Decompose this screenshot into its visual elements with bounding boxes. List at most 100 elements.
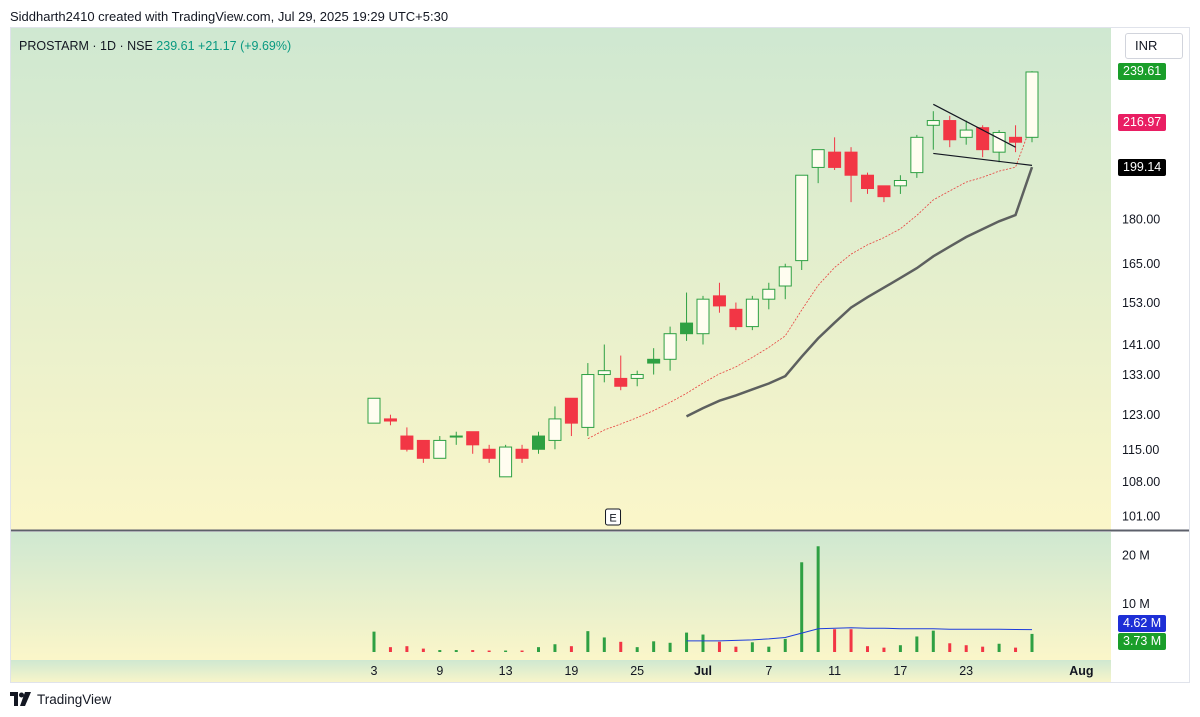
volume-bar bbox=[866, 646, 869, 652]
candle-body[interactable] bbox=[548, 418, 562, 441]
price-axis-badge: 216.97 bbox=[1118, 114, 1167, 132]
candle-body[interactable] bbox=[564, 397, 578, 424]
candle-body[interactable] bbox=[433, 439, 447, 459]
volume-bar bbox=[454, 650, 458, 652]
volume-bar bbox=[388, 647, 392, 652]
fast-moving-average-line bbox=[587, 122, 1033, 440]
symbol-title[interactable]: PROSTARM · 1D · NSE bbox=[19, 39, 153, 53]
volume-bar bbox=[717, 641, 721, 652]
volume-bar bbox=[701, 634, 705, 652]
time-tick-label: Jul bbox=[694, 664, 712, 678]
price-tick-label: 101.00 bbox=[1122, 510, 1160, 524]
candle-body[interactable] bbox=[926, 120, 940, 126]
candle-body[interactable] bbox=[828, 151, 842, 168]
price-axis-badge: 4.62 M bbox=[1118, 615, 1167, 633]
volume-bar bbox=[833, 629, 837, 652]
candle-body[interactable] bbox=[745, 298, 759, 328]
candle-body[interactable] bbox=[1009, 136, 1023, 143]
pattern-trendline[interactable] bbox=[933, 152, 1033, 166]
candle-body[interactable] bbox=[762, 288, 776, 300]
volume-ma-line bbox=[686, 627, 1033, 642]
volume-bar bbox=[898, 645, 902, 652]
candle-body[interactable] bbox=[367, 397, 381, 424]
volume-bar bbox=[553, 644, 557, 652]
time-tick-label: Aug bbox=[1069, 664, 1093, 678]
time-tick-label: 23 bbox=[959, 664, 973, 678]
tradingview-logo-icon bbox=[10, 692, 31, 706]
candle-body[interactable] bbox=[778, 266, 792, 287]
candle-body[interactable] bbox=[795, 174, 809, 262]
volume-bar bbox=[800, 562, 804, 652]
volume-bar bbox=[767, 646, 771, 652]
volume-bar bbox=[849, 629, 853, 652]
price-tick-label: 141.00 bbox=[1122, 338, 1160, 352]
candle-body[interactable] bbox=[532, 435, 545, 450]
chart-container[interactable]: 101.00 108.00 115.00 123.00 133.00 141.00 153.… bbox=[10, 27, 1190, 683]
volume-bar bbox=[668, 642, 672, 652]
candle-body[interactable] bbox=[959, 129, 973, 138]
time-tick-label: 25 bbox=[630, 664, 644, 678]
candle-body[interactable] bbox=[499, 446, 513, 478]
candle-body[interactable] bbox=[416, 439, 430, 459]
volume-bar bbox=[964, 645, 968, 652]
candle-body[interactable] bbox=[482, 448, 496, 459]
price-volume-chart[interactable]: 101.00 108.00 115.00 123.00 133.00 141.00 153.… bbox=[11, 28, 1190, 683]
volume-bar bbox=[569, 646, 573, 652]
time-tick-label: 19 bbox=[564, 664, 578, 678]
tradingview-logo[interactable]: TradingView bbox=[10, 689, 111, 709]
price-tick-label: 153.00 bbox=[1122, 296, 1160, 310]
candle-body[interactable] bbox=[663, 333, 677, 360]
candle-body[interactable] bbox=[680, 322, 694, 335]
currency-button[interactable]: INR bbox=[1125, 33, 1183, 59]
time-tick-label: 3 bbox=[371, 664, 378, 678]
candle-body[interactable] bbox=[877, 185, 891, 198]
candle-body[interactable] bbox=[811, 149, 825, 168]
price-tick-label: 165.00 bbox=[1122, 257, 1160, 271]
candle-body[interactable] bbox=[992, 131, 1006, 153]
candle-body[interactable] bbox=[910, 136, 924, 174]
price-pane-background bbox=[11, 28, 1111, 530]
candle-body[interactable] bbox=[861, 174, 874, 190]
volume-tick-label: 20 M bbox=[1122, 549, 1150, 563]
volume-bar bbox=[602, 637, 606, 652]
candle-body[interactable] bbox=[630, 374, 644, 379]
candle-body[interactable] bbox=[647, 358, 661, 364]
chart-credit: Siddharth2410 created with TradingView.c… bbox=[10, 9, 449, 24]
candle-body[interactable] bbox=[466, 431, 480, 446]
candle-body[interactable] bbox=[729, 308, 743, 328]
candle-body[interactable] bbox=[400, 435, 414, 450]
price-axis-badge: 239.61 bbox=[1118, 63, 1167, 81]
tradingview-brand: TradingView bbox=[37, 691, 112, 707]
candle-body[interactable] bbox=[696, 298, 710, 335]
earnings-marker-label: E bbox=[609, 513, 616, 525]
candle-body[interactable] bbox=[383, 418, 397, 422]
candle-body[interactable] bbox=[614, 377, 628, 387]
candle-body[interactable] bbox=[1025, 71, 1039, 138]
candle-body[interactable] bbox=[515, 448, 529, 459]
candle-body[interactable] bbox=[449, 435, 463, 438]
time-tick-label: 11 bbox=[828, 664, 841, 678]
candle-body[interactable] bbox=[597, 370, 611, 376]
time-tick-label: 9 bbox=[436, 664, 443, 678]
candle-body[interactable] bbox=[893, 180, 907, 187]
time-tick-label: 13 bbox=[499, 664, 513, 678]
earnings-marker[interactable] bbox=[605, 508, 622, 526]
candle-body[interactable] bbox=[943, 120, 957, 141]
price-axis-badge: 199.14 bbox=[1118, 158, 1167, 176]
volume-bar bbox=[981, 646, 985, 652]
slow-moving-average-line bbox=[685, 166, 1034, 418]
volume-bar bbox=[931, 630, 935, 652]
volume-bar bbox=[372, 631, 376, 652]
candle-body[interactable] bbox=[712, 295, 726, 307]
pattern-trendline[interactable] bbox=[933, 103, 1016, 148]
price-axis-background bbox=[1111, 28, 1189, 660]
price-tick-label: 115.00 bbox=[1122, 443, 1159, 457]
price-tick-label: 180.00 bbox=[1122, 213, 1160, 227]
price-change: +21.17 (+9.69%) bbox=[198, 39, 292, 53]
candle-body[interactable] bbox=[976, 127, 990, 151]
volume-bar bbox=[537, 647, 540, 652]
volume-bar bbox=[734, 646, 738, 652]
candle-body[interactable] bbox=[581, 374, 595, 428]
candle-body[interactable] bbox=[844, 151, 858, 176]
volume-bar bbox=[997, 643, 1001, 652]
